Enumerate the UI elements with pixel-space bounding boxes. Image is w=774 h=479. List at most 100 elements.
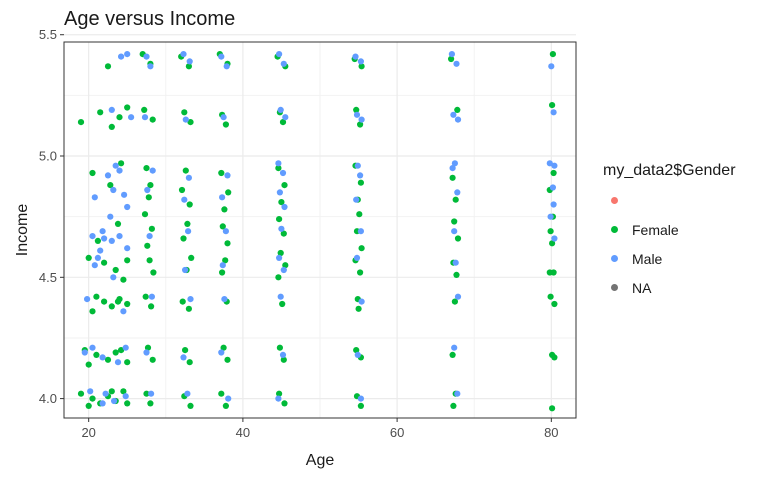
data-point-female [124,400,131,407]
data-point-female [357,121,364,128]
y-axis-label: Income [14,204,31,257]
data-point-male [451,344,458,351]
x-axis-label: Age [306,452,335,469]
data-point-female [147,400,154,407]
data-point-male [550,201,557,208]
data-point-male [220,114,227,121]
data-point-female [89,395,96,402]
data-point-male [353,111,361,118]
data-point-female [148,303,155,310]
data-point-female [281,400,288,407]
data-point-male [84,296,91,303]
data-point-female [124,104,131,111]
data-point-female [77,119,85,126]
data-point-male [97,247,104,254]
data-point-female [118,347,125,354]
data-point-female [114,220,122,227]
data-point-male [143,53,150,60]
data-point-male [185,228,192,235]
data-point-female [124,257,131,264]
data-point-male [122,344,129,351]
data-point-male [102,390,109,397]
data-point-female [279,119,287,126]
data-point-male [354,351,361,358]
data-point-female [186,359,193,366]
data-point-female [149,116,156,123]
data-point-male [454,189,461,196]
legend-key-unlabeled [611,197,618,204]
data-point-male [104,172,112,179]
x-tick-label: 80 [544,425,558,440]
data-point-female [108,388,115,395]
data-point-male [124,245,131,252]
data-point-female [108,303,115,310]
data-point-female [278,199,285,206]
x-tick-label: 20 [81,425,95,440]
y-tick-label: 5.0 [39,149,57,164]
data-point-female [355,305,362,312]
data-point-female [276,390,283,397]
data-point-male [122,393,129,400]
x-tick-label: 40 [236,425,250,440]
data-point-male [358,298,365,305]
data-point-male [108,237,115,244]
data-point-female [224,356,231,363]
data-point-male [128,114,135,121]
data-point-male [276,189,283,196]
data-point-female [120,388,127,395]
data-point-female [143,165,150,172]
data-point-male [180,354,187,361]
legend-item-male: Male [603,244,736,273]
grid-lines [64,34,576,418]
data-point-female [448,55,455,63]
data-point-female [93,351,100,358]
data-point-male [450,111,457,118]
data-point-male [87,388,94,395]
data-point-male [548,63,555,70]
y-tick-label: 5.5 [39,27,57,42]
data-point-male [187,296,194,303]
data-point-female [451,298,458,305]
data-point-female [107,182,114,189]
data-point-female [142,293,149,300]
data-point-male [148,293,155,300]
data-point-male [357,228,364,235]
data-point-female [147,182,154,189]
data-point-male [547,213,554,220]
legend-key-na [611,284,618,291]
data-point-male [448,51,455,58]
data-point-female [187,119,194,126]
data-point-male [121,191,128,198]
x-tick-label: 60 [390,425,404,440]
data-point-female [449,174,456,181]
data-point-male [224,172,231,179]
data-point-male [116,233,123,240]
data-point-female [145,194,152,201]
data-point-female [150,269,157,276]
data-point-female [185,63,192,70]
data-point-female [220,344,227,351]
data-point-male [551,235,558,242]
legend-label-male: Male [632,250,663,267]
data-point-male [354,162,361,169]
data-point-female [77,390,85,397]
data-point-male [81,349,88,356]
data-point-male [451,228,458,235]
data-point-male [218,349,225,356]
data-point-male [116,167,123,174]
data-point-female [89,169,96,177]
data-point-male [94,254,101,261]
data-point-female [219,269,226,276]
data-point-male [551,162,558,169]
data-point-female [277,249,284,257]
data-point-female [454,106,461,113]
chart-title: Age versus Income [64,8,236,30]
data-point-female [279,300,286,308]
legend-label-na: NA [632,279,652,296]
data-point-female [85,402,92,409]
data-point-male [280,266,287,274]
data-point-male [110,186,117,194]
data-point-female [549,405,556,412]
data-point-male [89,233,96,240]
